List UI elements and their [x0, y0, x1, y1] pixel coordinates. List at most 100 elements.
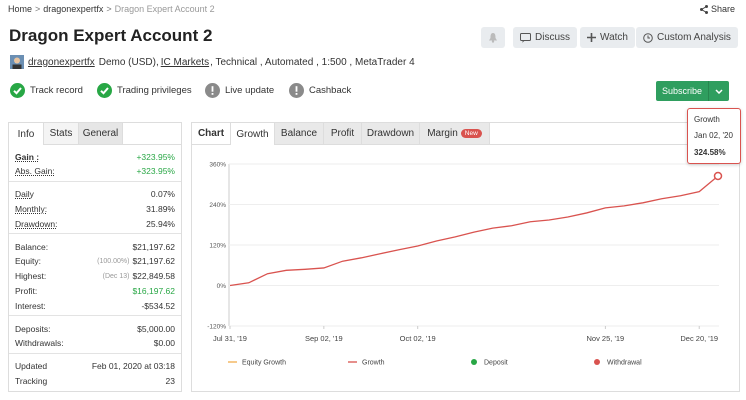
tab[interactable]: Chart — [192, 123, 231, 145]
legend-swatch — [471, 359, 477, 365]
stat-label: Balance: — [15, 241, 49, 252]
y-tick-label: -120% — [207, 324, 226, 331]
stat-label: Updated — [15, 361, 48, 372]
notify-button[interactable] — [481, 27, 505, 48]
legend-label: Deposit — [484, 360, 508, 367]
badge: Live update — [205, 83, 274, 98]
button-label: Watch — [600, 32, 628, 43]
stat-value: $16,197.62 — [132, 285, 175, 296]
watch-button[interactable]: Watch — [580, 27, 635, 48]
account-details: , Technical , Automated , 1:500 , MetaTr… — [210, 56, 415, 68]
tab[interactable]: Stats — [44, 123, 79, 145]
y-tick-label: 360% — [209, 162, 226, 169]
stat-row: Drawdown: 25.94% — [15, 217, 175, 230]
tooltip: Growth Jan 02, '20 324.58% — [687, 108, 741, 164]
growth-line — [229, 175, 719, 287]
check-mark — [13, 87, 22, 95]
check-mark — [100, 87, 109, 95]
breadcrumb-item[interactable]: dragonexpertfx — [43, 4, 104, 14]
avatar — [10, 55, 24, 69]
tooltip-title: Growth — [694, 115, 720, 124]
clock-icon — [643, 32, 653, 43]
chevron — [715, 88, 723, 94]
x-tick-label: Sep 02, '19 — [305, 334, 343, 343]
tab[interactable]: Margin New — [420, 123, 490, 145]
bang — [295, 86, 298, 92]
stat-row: Highest: (Dec 13) $22,849.58 — [15, 270, 175, 283]
badge: Cashback — [289, 83, 351, 98]
bang-dot — [211, 93, 214, 95]
stat-label: Monthly: — [15, 203, 48, 214]
icon-circle — [10, 83, 25, 98]
breadcrumb-item: Dragon Expert Account 2 — [114, 4, 215, 14]
separator — [9, 315, 181, 316]
stat-label: Withdrawals: — [15, 338, 64, 349]
tab-label: Chart — [197, 128, 225, 139]
stat-value: +323.95% — [136, 151, 175, 162]
share-label: Share — [711, 4, 736, 14]
tab-rule — [490, 144, 739, 145]
badge: Trading privileges — [97, 83, 192, 98]
stat-row: Deposits: $5,000.00 — [15, 322, 175, 335]
stat-row: Monthly: 31.89% — [15, 202, 175, 215]
tab-label: Balance — [280, 128, 318, 139]
tab-label: Profit — [330, 128, 355, 139]
stat-label: Equity: — [15, 256, 41, 267]
stat-label: Highest: — [15, 271, 47, 282]
check-icon — [10, 83, 25, 98]
stat-value: 0.07% — [150, 189, 175, 200]
x-tick-label: Dec 20, '19 — [680, 334, 718, 343]
user-link[interactable]: dragonexpertfx — [28, 56, 95, 68]
custom-analysis-button[interactable]: Custom Analysis — [636, 27, 738, 48]
stat-row: Gain : +323.95% — [15, 150, 175, 163]
stat-label: Drawdown: — [15, 218, 58, 229]
stat-value: Feb 01, 2020 at 03:18 — [91, 361, 175, 372]
stats-panel: Info Stats General Gain : +323.95% Abs. Gain:… — [8, 122, 182, 392]
chat-icon — [520, 32, 531, 43]
y-tick-label: 0% — [217, 283, 227, 290]
plus-icon — [587, 33, 596, 42]
stat-value: 25.94% — [146, 218, 175, 229]
tooltip-value: 324.58% — [694, 148, 726, 157]
bang — [211, 86, 214, 92]
stat-row: Profit: $16,197.62 — [15, 284, 175, 297]
breadcrumb-separator: > — [106, 4, 112, 14]
legend-label: Withdrawal — [607, 360, 642, 367]
breadcrumb-item[interactable]: Home — [8, 4, 33, 14]
stat-row: Tracking 23 — [15, 374, 175, 387]
tab-rule — [123, 144, 181, 145]
stat-row: Withdrawals: $0.00 — [15, 337, 175, 350]
stat-note: (100.00%) — [97, 257, 130, 265]
hover-point — [713, 171, 723, 181]
stat-row: Balance: $21,197.62 — [15, 240, 175, 253]
share-button[interactable]: Share — [700, 4, 735, 14]
stat-note: (Dec 13) — [102, 272, 130, 280]
tab[interactable]: Balance — [275, 123, 324, 145]
x-tick-label: Oct 02, '19 — [400, 334, 436, 343]
icon-circle — [97, 83, 112, 98]
tab[interactable]: Info — [9, 123, 44, 145]
stat-value: $21,197.62 — [132, 241, 175, 252]
discuss-button[interactable]: Discuss — [513, 27, 578, 48]
warning-icon — [205, 83, 220, 98]
x-tick-label: Jul 31, '19 — [213, 334, 247, 343]
badge-label: Live update — [225, 85, 275, 96]
new-badge: New — [460, 129, 482, 138]
legend-swatch — [594, 359, 600, 365]
tab[interactable]: Growth — [231, 123, 275, 145]
tab[interactable]: Drawdown — [362, 123, 420, 145]
tab[interactable]: Profit — [324, 123, 362, 145]
tab[interactable]: General — [79, 123, 123, 145]
stat-value: $0.00 — [153, 338, 175, 349]
stat-value: $5,000.00 — [137, 323, 175, 334]
subscribe-button[interactable]: Subscribe — [656, 81, 729, 101]
stat-label: Abs. Gain: — [15, 166, 55, 177]
bell-icon — [489, 33, 497, 43]
account-type: Demo (USD), — [98, 56, 159, 68]
subscribe-dropdown[interactable] — [708, 81, 729, 101]
check-icon — [97, 83, 112, 98]
broker-link[interactable]: IC Markets — [160, 56, 210, 68]
stat-value: -$534.52 — [141, 300, 175, 311]
stat-row: Interest: -$534.52 — [15, 299, 175, 312]
